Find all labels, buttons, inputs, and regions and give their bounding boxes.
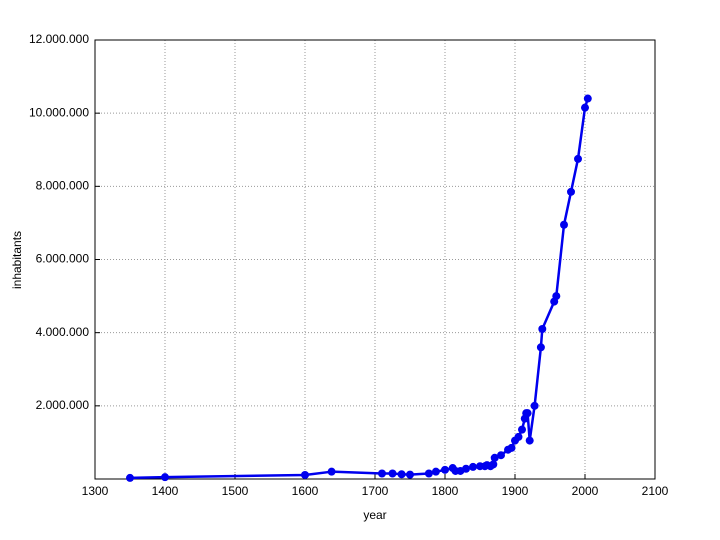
data-point — [431, 467, 440, 476]
y-axis-label: inhabitants — [10, 231, 24, 289]
data-point — [518, 425, 526, 434]
data-point — [388, 469, 397, 478]
data-point — [525, 436, 534, 445]
data-point — [574, 154, 582, 163]
x-tick-label: 1600 — [292, 484, 319, 498]
plot-frame — [94, 39, 656, 480]
data-point — [301, 470, 309, 479]
data-point — [583, 94, 592, 103]
x-tick-label: 1700 — [362, 484, 389, 498]
data-point — [489, 460, 498, 469]
data-point — [530, 401, 539, 410]
x-tick-label: 1400 — [152, 484, 179, 498]
y-tick-label: 8.000.000 — [36, 179, 90, 193]
data-point — [538, 325, 547, 334]
x-tick-label: 1300 — [82, 484, 109, 498]
x-tick-label: 2000 — [572, 484, 599, 498]
data-point — [462, 464, 470, 473]
data-point — [490, 453, 499, 462]
data-point — [523, 409, 532, 418]
data-point — [406, 470, 414, 479]
data-point — [424, 469, 433, 478]
x-tick-label: 1500 — [222, 484, 249, 498]
data-point — [441, 465, 449, 474]
x-tick-label: 1800 — [432, 484, 459, 498]
data-point — [126, 473, 134, 482]
data-point — [514, 432, 523, 441]
data-point — [378, 469, 386, 478]
data-point — [327, 467, 336, 476]
data-point — [560, 220, 568, 229]
data-point — [552, 292, 561, 301]
y-tick-label: 10.000.000 — [29, 105, 89, 119]
y-tick-label: 4.000.000 — [36, 325, 90, 339]
y-tick-label: 6.000.000 — [36, 252, 90, 266]
y-tick-label: 2.000.000 — [36, 398, 90, 412]
data-point — [536, 343, 545, 352]
data-point — [581, 103, 589, 112]
x-tick-label: 2100 — [642, 484, 669, 498]
data-point — [469, 462, 477, 471]
data-point — [567, 187, 575, 196]
data-point — [507, 443, 516, 452]
x-tick-label: 1900 — [502, 484, 529, 498]
data-point — [397, 470, 406, 479]
data-point — [161, 473, 169, 482]
data-point — [497, 451, 505, 460]
y-tick-label: 12.000.000 — [29, 32, 89, 46]
x-axis-label: year — [363, 508, 386, 522]
